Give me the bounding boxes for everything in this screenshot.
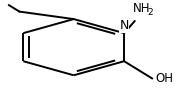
Text: N: N (120, 19, 129, 32)
Text: NH: NH (133, 2, 150, 15)
Text: OH: OH (155, 72, 173, 85)
Text: 2: 2 (147, 8, 153, 17)
